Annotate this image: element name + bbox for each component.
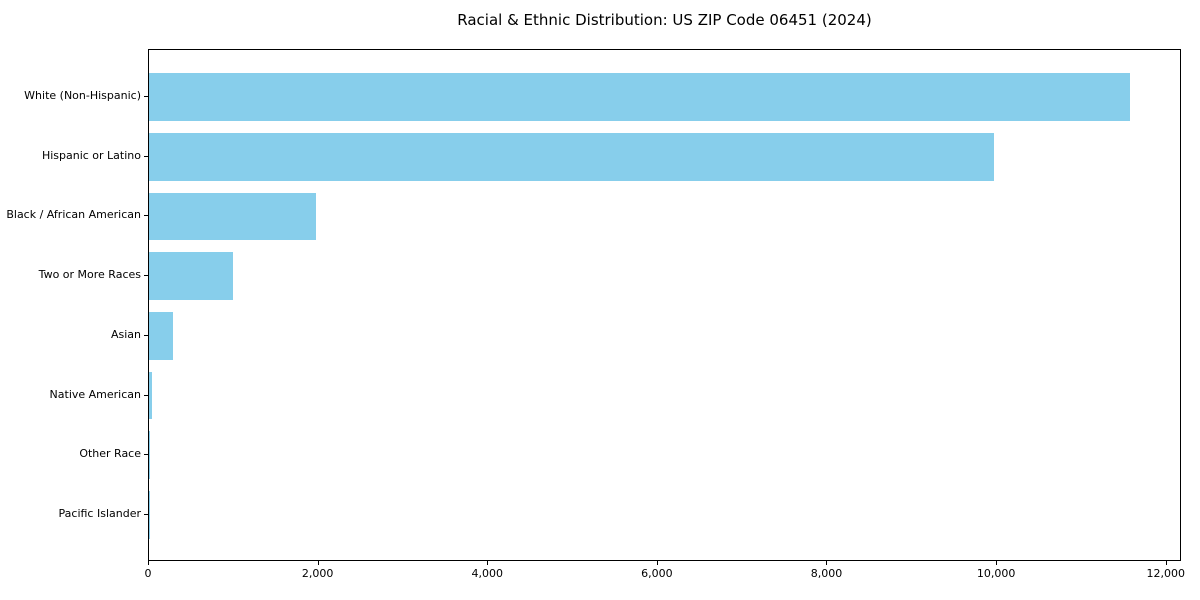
chart-title: Racial & Ethnic Distribution: US ZIP Cod… bbox=[457, 11, 872, 29]
y-tick-mark bbox=[144, 513, 148, 515]
bar bbox=[149, 192, 316, 241]
y-tick-label: Other Race bbox=[79, 447, 141, 461]
y-tick-label: Native American bbox=[49, 387, 141, 401]
x-tick-label: 12,000 bbox=[1146, 567, 1185, 580]
y-tick-label: Two or More Races bbox=[38, 268, 141, 282]
x-tick-mark bbox=[1165, 561, 1167, 565]
y-tick-label: Asian bbox=[110, 327, 141, 341]
bar bbox=[149, 311, 173, 360]
x-tick-mark bbox=[826, 561, 828, 565]
y-tick-label: White (Non-Hispanic) bbox=[24, 89, 141, 103]
bar bbox=[149, 371, 152, 420]
x-tick-label: 6,000 bbox=[641, 567, 673, 580]
x-tick-mark bbox=[487, 561, 489, 565]
y-tick-mark bbox=[144, 334, 148, 336]
y-tick-label: Pacific Islander bbox=[58, 506, 141, 520]
bar bbox=[149, 132, 994, 181]
x-tick-mark bbox=[148, 561, 149, 565]
bar bbox=[149, 252, 233, 301]
plot-area bbox=[148, 49, 1181, 561]
y-tick-mark bbox=[144, 394, 148, 396]
y-tick-label: Hispanic or Latino bbox=[41, 148, 141, 162]
x-tick-mark bbox=[996, 561, 998, 565]
y-tick-mark bbox=[144, 155, 148, 157]
x-tick-label: 10,000 bbox=[976, 567, 1016, 580]
y-tick-label: Black / African American bbox=[6, 208, 141, 222]
y-tick-mark bbox=[144, 96, 148, 98]
bar bbox=[149, 73, 1131, 121]
x-tick-label: 4,000 bbox=[471, 567, 503, 580]
y-tick-mark bbox=[144, 275, 148, 277]
x-tick-mark bbox=[317, 561, 319, 565]
y-tick-mark bbox=[144, 215, 148, 217]
x-tick-label: 8,000 bbox=[810, 567, 843, 580]
x-tick-label: 0 bbox=[144, 567, 152, 580]
x-tick-mark bbox=[656, 561, 658, 565]
x-tick-label: 2,000 bbox=[301, 567, 334, 580]
y-tick-mark bbox=[144, 454, 148, 456]
bar bbox=[149, 431, 150, 480]
